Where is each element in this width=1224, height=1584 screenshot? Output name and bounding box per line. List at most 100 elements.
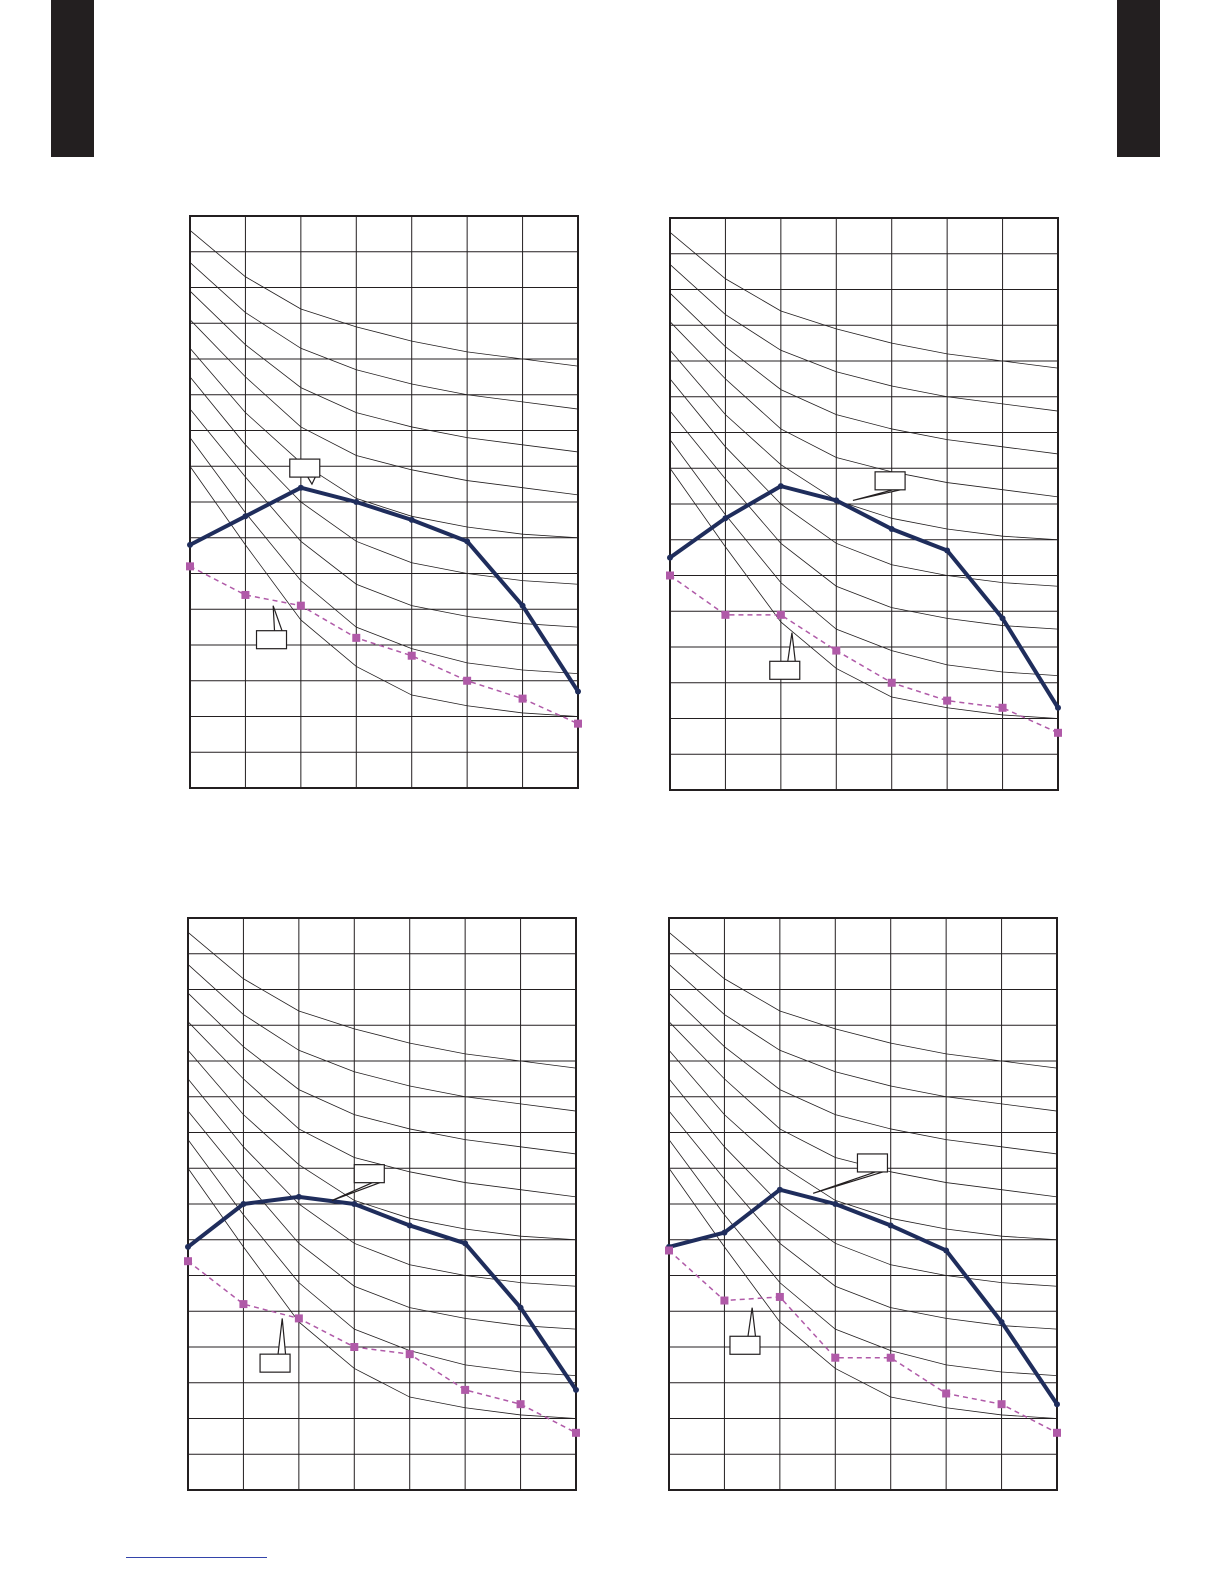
plot-frame <box>669 217 1059 791</box>
reference-curve <box>187 964 577 1112</box>
series-solid-point <box>464 538 471 545</box>
reference-curve <box>187 1078 577 1287</box>
series-dashed-point <box>998 703 1007 712</box>
chart-bottom-right <box>665 914 1065 1502</box>
series-dashed-point <box>516 1400 525 1409</box>
callout-pointer <box>812 1171 884 1194</box>
reference-curve <box>668 1050 1058 1241</box>
plot-frame <box>187 917 577 1491</box>
series-solid-point <box>462 1240 469 1247</box>
reference-curve <box>187 1168 577 1419</box>
series-dashed-point <box>831 1353 840 1362</box>
callout-box <box>259 1353 291 1373</box>
reference-curve <box>668 1078 1058 1287</box>
callout-box <box>729 1335 761 1355</box>
page-edge-tab-left <box>51 0 94 157</box>
series-solid-point <box>406 1222 413 1229</box>
series-solid-point <box>297 484 304 491</box>
series-solid-point <box>777 483 784 490</box>
reference-curve <box>187 931 577 1069</box>
callout-box <box>874 471 906 491</box>
series-dashed-point <box>241 590 250 599</box>
reference-curve <box>668 1110 1058 1330</box>
reference-curve <box>189 408 579 628</box>
series-solid-point <box>351 1201 358 1207</box>
chart-top-right-plot <box>666 217 1062 791</box>
series-solid-point <box>721 1229 728 1236</box>
chart-bottom-left <box>184 914 584 1502</box>
reference-curve <box>189 466 579 717</box>
series-solid-point <box>295 1193 302 1200</box>
reference-curve <box>669 410 1059 630</box>
series-solid-point <box>833 497 840 504</box>
series-dashed-point <box>775 1292 784 1301</box>
series-solid-point <box>776 1186 783 1193</box>
series-dashed-point <box>294 1314 303 1323</box>
series-dashed-point <box>832 646 841 655</box>
callout-box <box>353 1164 385 1184</box>
series-dashed-point <box>1053 1428 1061 1437</box>
series-solid-point <box>1054 1401 1060 1408</box>
series-dashed-point <box>720 1296 729 1305</box>
series-solid-point <box>353 499 360 505</box>
series-solid-point <box>575 688 581 695</box>
series-dashed-point <box>296 601 305 610</box>
reference-curve <box>187 1050 577 1241</box>
reference-curve <box>669 439 1059 676</box>
series-solid-point <box>887 1222 894 1229</box>
callout-box <box>289 458 321 478</box>
series-dashed-point <box>518 694 527 703</box>
reference-curve <box>669 264 1059 412</box>
reference-curve <box>669 231 1059 369</box>
series-dashed-point <box>352 633 361 642</box>
chart-top-left-plot <box>186 215 582 789</box>
page-edge-tab-right <box>1117 0 1160 157</box>
chart-bottom-left-plot <box>184 917 580 1491</box>
reference-curve <box>189 262 579 410</box>
series-solid-line <box>186 1194 578 1392</box>
callout-box <box>769 660 801 680</box>
callout-pointer <box>787 632 796 662</box>
reference-curve <box>668 992 1058 1155</box>
reference-curve <box>189 290 579 453</box>
chart-bottom-right-plot <box>665 917 1061 1491</box>
series-solid-point <box>722 515 729 522</box>
callout-pointer <box>307 476 316 486</box>
series-dashed-point <box>350 1343 359 1351</box>
series-solid-point <box>943 1247 950 1254</box>
series-solid-point <box>519 602 526 609</box>
series-dashed-point <box>239 1300 248 1309</box>
series-solid-point <box>667 554 673 561</box>
series-solid-point <box>573 1386 579 1393</box>
series-solid-point <box>832 1201 839 1207</box>
series-dashed-point <box>461 1385 470 1394</box>
series-solid-point <box>888 526 895 533</box>
series-dashed-point <box>886 1353 895 1362</box>
series-solid-line <box>668 484 1060 709</box>
series-dashed-point <box>184 1257 192 1266</box>
reference-curve <box>669 468 1059 719</box>
plot-frame <box>189 215 579 789</box>
reference-curve <box>669 350 1059 541</box>
series-dashed-point <box>942 1389 951 1398</box>
reference-curve <box>669 378 1059 587</box>
series-solid-point <box>185 1243 191 1250</box>
series-dashed-point <box>1054 728 1062 737</box>
callout-pointer <box>747 1307 757 1337</box>
series-dashed-point <box>943 696 952 705</box>
series-dashed-point <box>721 610 730 619</box>
reference-curve <box>669 292 1059 455</box>
series-dashed-point <box>666 571 674 580</box>
reference-curve <box>668 1168 1058 1419</box>
reference-curve <box>189 376 579 585</box>
series-dashed-point <box>572 1428 580 1437</box>
series-dashed-point <box>665 1246 673 1255</box>
series-solid-point <box>1055 704 1061 711</box>
reference-curve <box>668 964 1058 1112</box>
reference-curve <box>187 1110 577 1330</box>
series-solid-point <box>999 615 1006 622</box>
reference-curve <box>189 348 579 539</box>
series-solid-point <box>240 1201 247 1207</box>
series-solid-point <box>944 547 951 554</box>
reference-curve <box>187 992 577 1155</box>
